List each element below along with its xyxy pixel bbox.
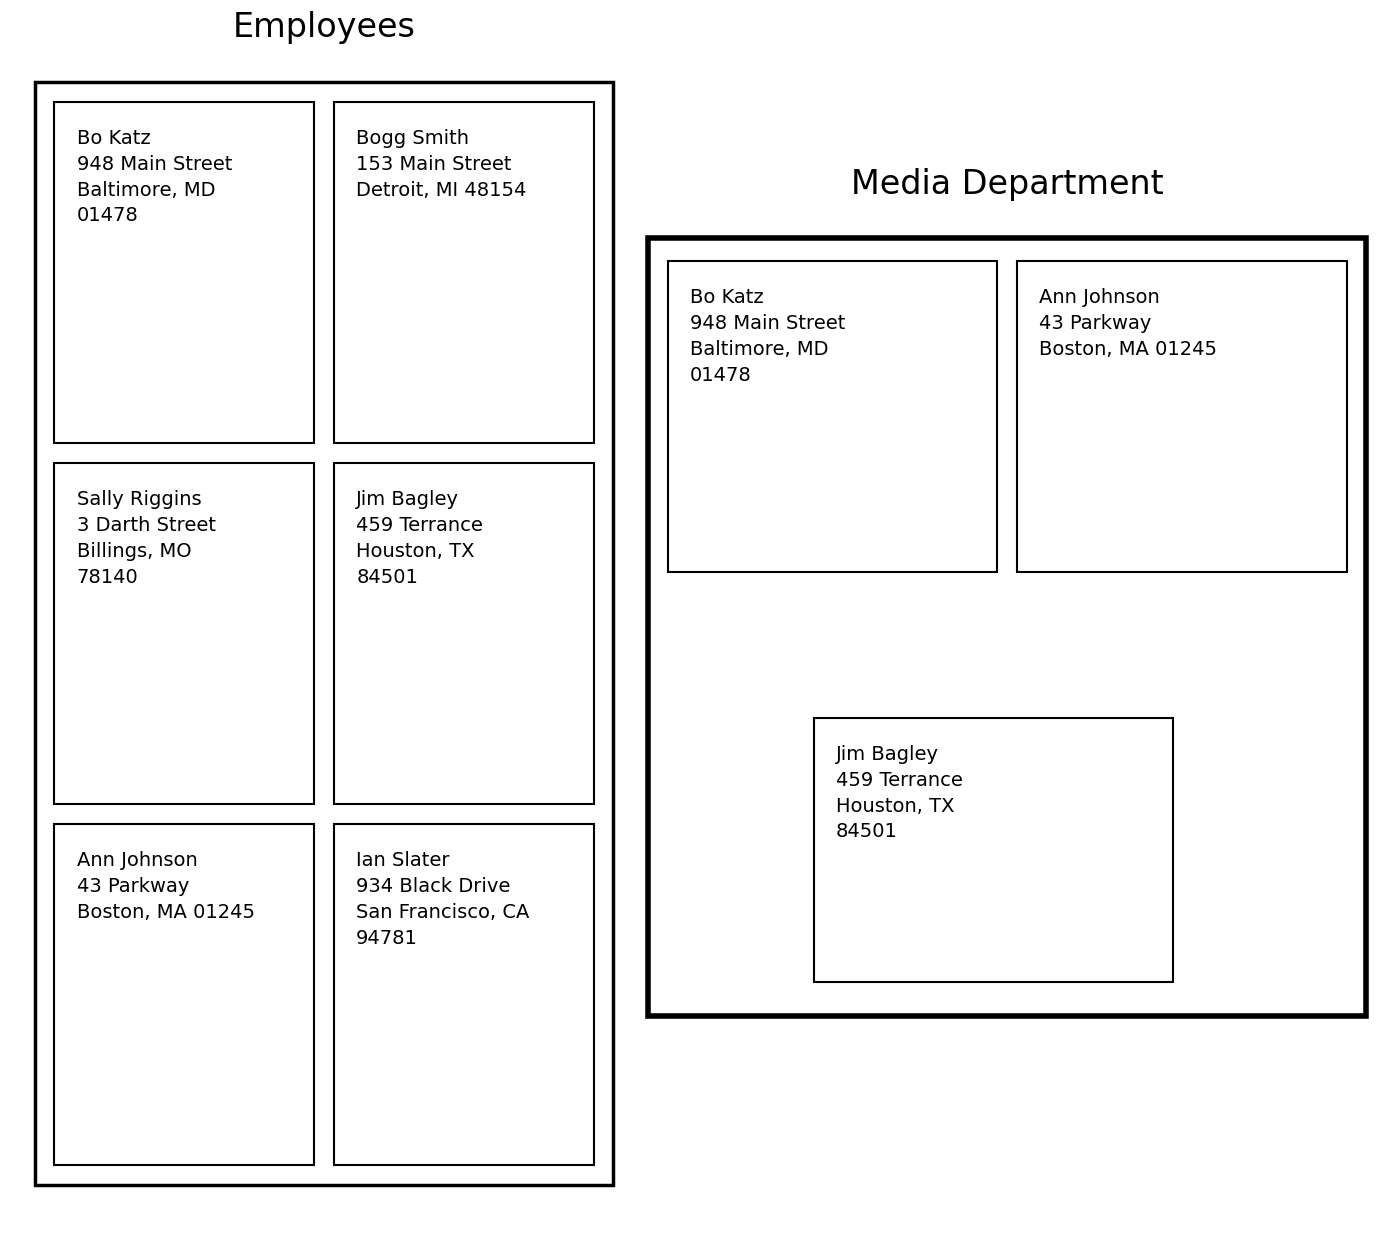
- Bar: [54, 463, 315, 804]
- Bar: [54, 102, 315, 443]
- Bar: [35, 82, 613, 1185]
- Bar: [335, 463, 594, 804]
- Bar: [335, 102, 594, 443]
- Text: Jim Bagley
459 Terrance
Houston, TX
84501: Jim Bagley 459 Terrance Houston, TX 8450…: [357, 490, 484, 587]
- Text: Sally Riggins
3 Darth Street
Billings, MO
78140: Sally Riggins 3 Darth Street Billings, M…: [77, 490, 216, 587]
- Bar: [648, 238, 1366, 1016]
- Text: Bogg Smith
153 Main Street
Detroit, MI 48154: Bogg Smith 153 Main Street Detroit, MI 4…: [357, 129, 527, 199]
- Text: Bo Katz
948 Main Street
Baltimore, MD
01478: Bo Katz 948 Main Street Baltimore, MD 01…: [77, 129, 231, 226]
- Bar: [814, 717, 1172, 982]
- Text: Media Department: Media Department: [850, 168, 1164, 201]
- Text: Jim Bagley
459 Terrance
Houston, TX
84501: Jim Bagley 459 Terrance Houston, TX 8450…: [836, 745, 963, 841]
- Text: Ann Johnson
43 Parkway
Boston, MA 01245: Ann Johnson 43 Parkway Boston, MA 01245: [77, 851, 255, 922]
- Bar: [335, 824, 594, 1165]
- Text: Ann Johnson
43 Parkway
Boston, MA 01245: Ann Johnson 43 Parkway Boston, MA 01245: [1040, 288, 1217, 359]
- Bar: [668, 261, 998, 572]
- Text: Bo Katz
948 Main Street
Baltimore, MD
01478: Bo Katz 948 Main Street Baltimore, MD 01…: [690, 288, 845, 385]
- Bar: [54, 824, 315, 1165]
- Text: Ian Slater
934 Black Drive
San Francisco, CA
94781: Ian Slater 934 Black Drive San Francisco…: [357, 851, 530, 948]
- Text: Employees: Employees: [233, 11, 415, 44]
- Bar: [1018, 261, 1347, 572]
